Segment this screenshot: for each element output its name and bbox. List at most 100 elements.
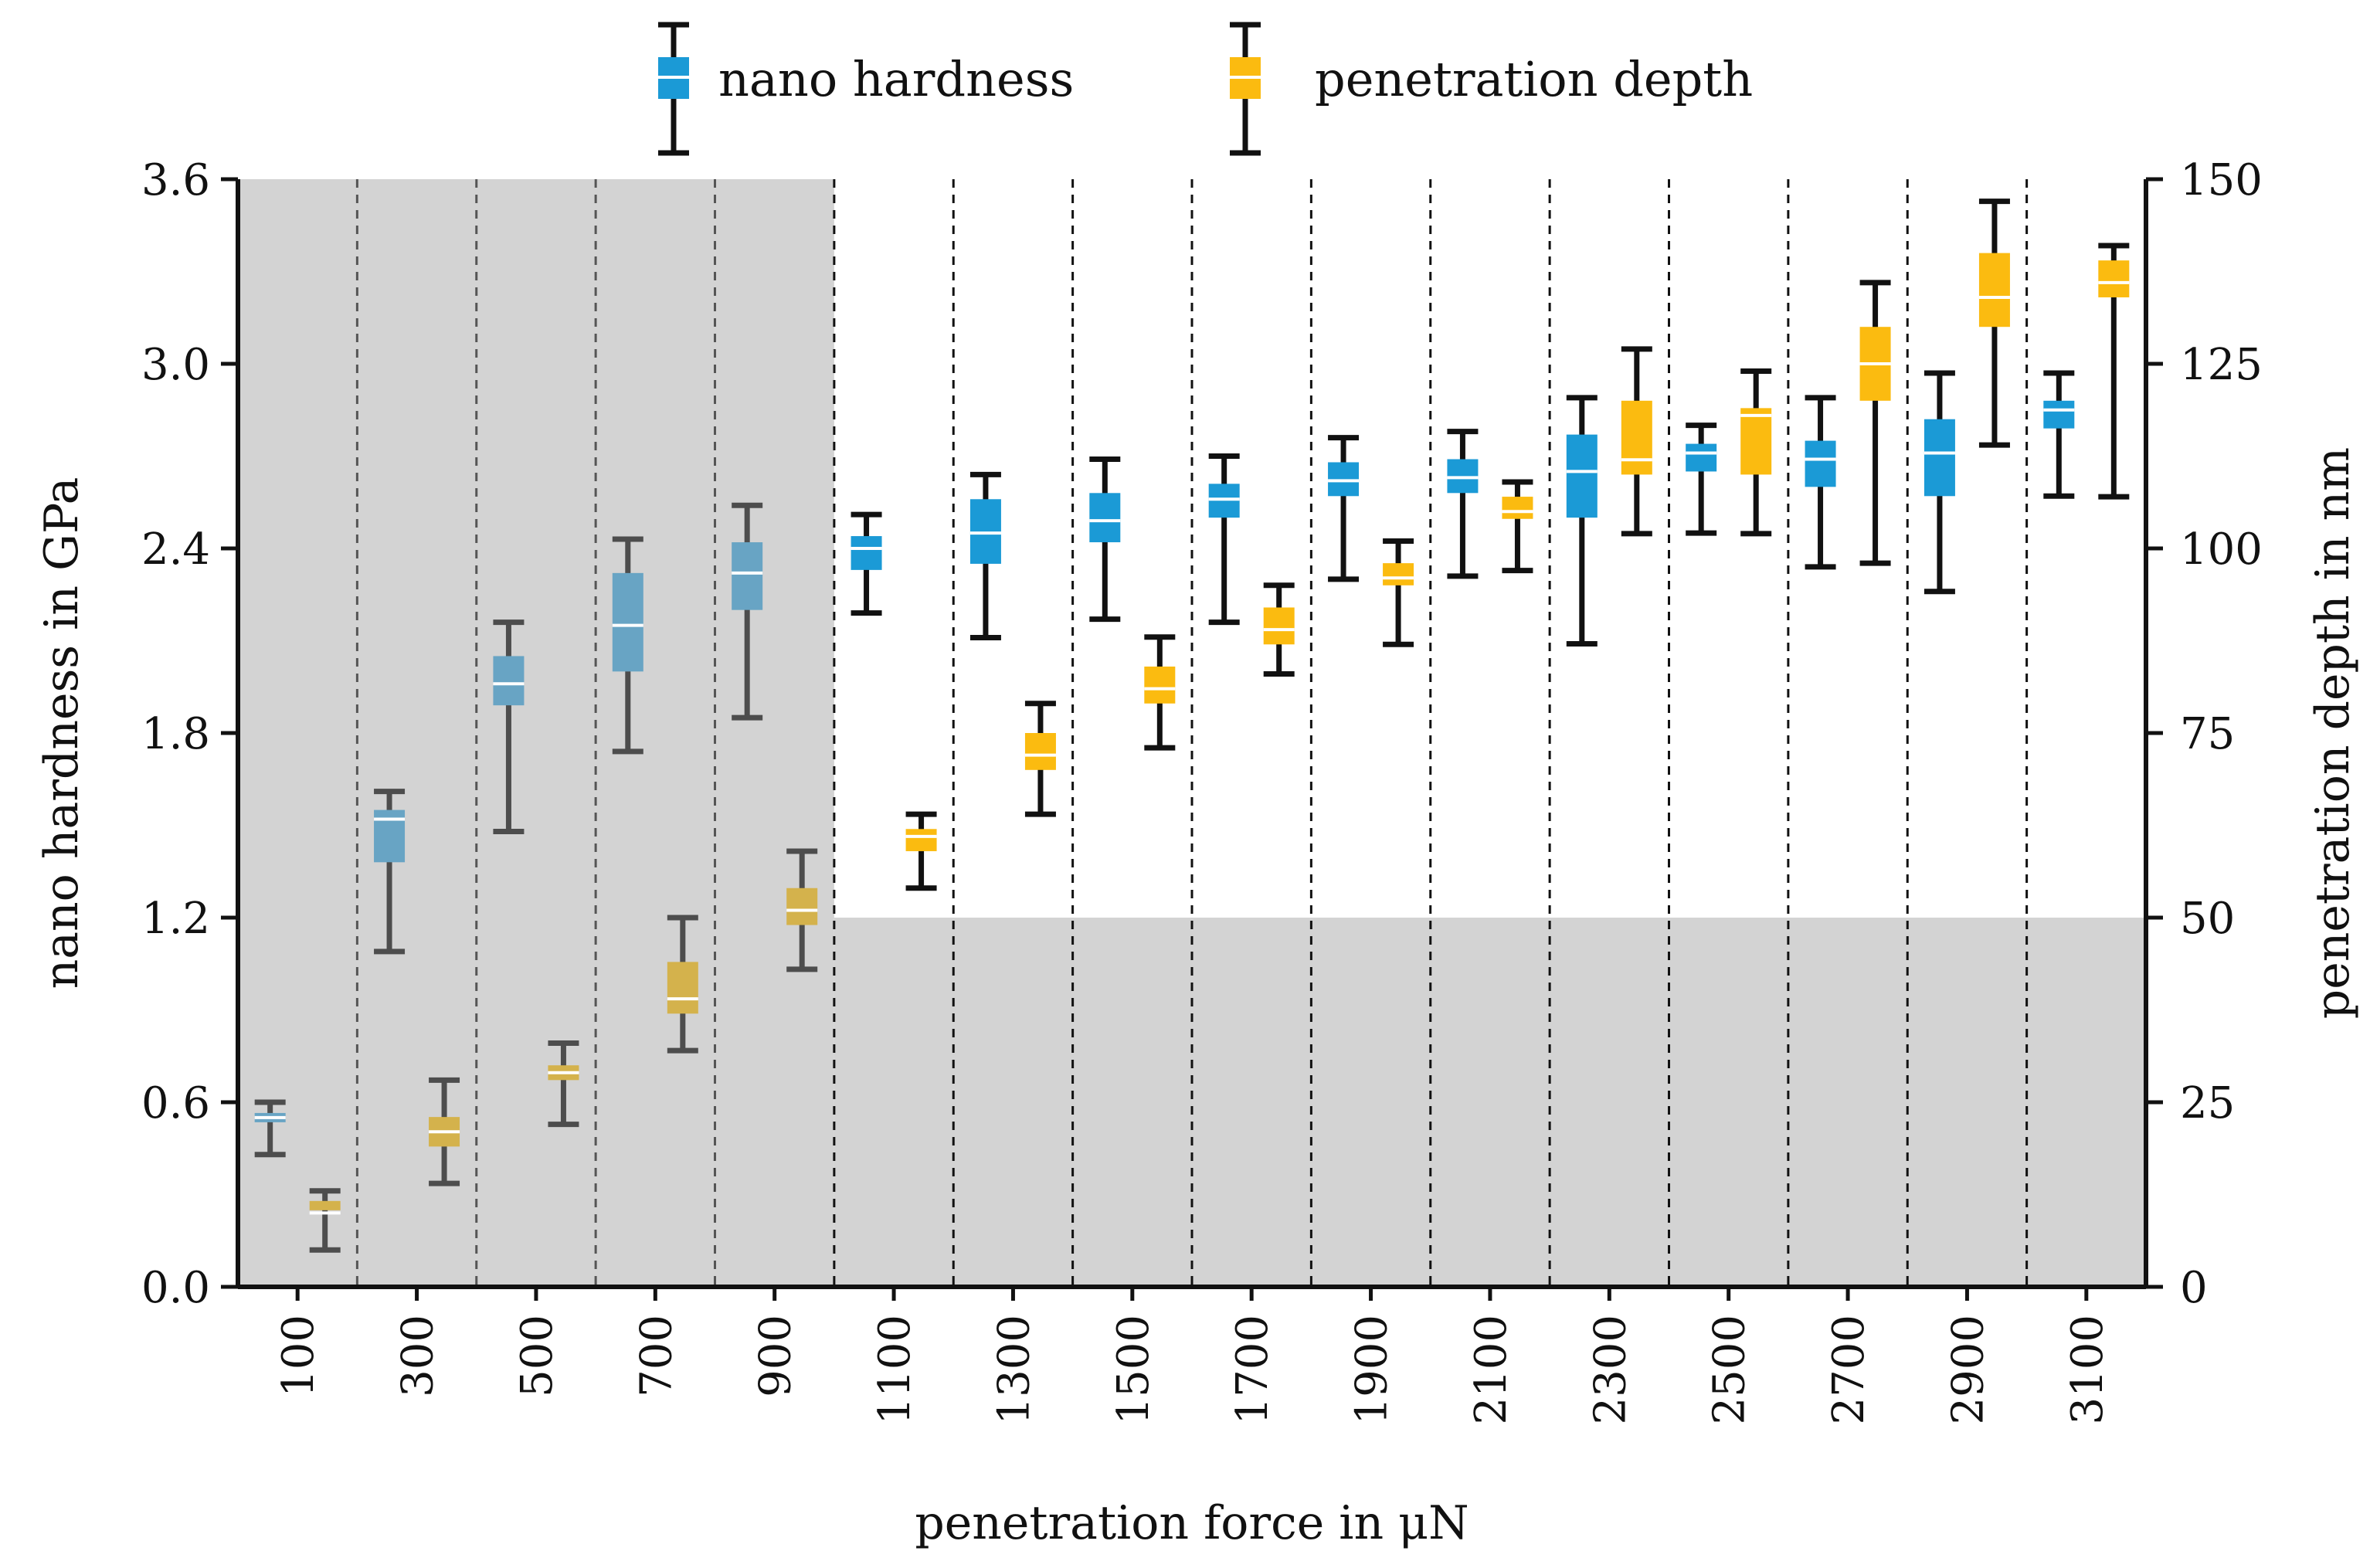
hardness-box-900 — [732, 502, 763, 721]
left-axis-title: nano hardness in GPa — [35, 477, 89, 989]
iqr-box — [1978, 253, 2010, 328]
x-tick-label: 1100 — [870, 1315, 920, 1425]
left-tick-label: 1.8 — [141, 709, 210, 759]
hardness-box-1500 — [1089, 456, 1121, 623]
x-tick-label: 2100 — [1466, 1315, 1516, 1425]
left-tick-label: 1.2 — [141, 894, 210, 944]
depth-series — [309, 199, 2130, 1253]
x-tick-label: 1700 — [1227, 1315, 1278, 1425]
depth-box-2100 — [1502, 479, 1533, 574]
iqr-box — [1383, 563, 1414, 585]
x-tick-label: 1300 — [989, 1315, 1039, 1425]
x-tick-label: 2500 — [1705, 1315, 1755, 1425]
x-tick-label: 300 — [393, 1315, 443, 1397]
legend: nano hardness penetration depth — [658, 22, 1753, 156]
x-tick-label: 3100 — [2063, 1315, 2113, 1425]
x-tick-label: 1500 — [1109, 1315, 1159, 1425]
depth-box-3100 — [2098, 243, 2130, 500]
iqr-box — [851, 536, 882, 570]
hardness-box-100 — [254, 1099, 286, 1158]
hardness-box-500 — [493, 619, 525, 834]
axes: 0.0 0.6 1.2 1.8 2.4 3.0 3.6 0 25 50 75 100 125 150 100… — [35, 155, 2360, 1550]
iqr-box — [1566, 434, 1598, 518]
iqr-box — [1805, 440, 1836, 487]
iqr-box — [1144, 666, 1176, 704]
right-tick-label: 100 — [2180, 524, 2263, 575]
legend-hardness-label: nano hardness — [718, 51, 1074, 107]
left-tick-label: 3.6 — [141, 155, 210, 205]
iqr-box — [309, 1200, 341, 1210]
depth-box-900 — [786, 848, 818, 972]
right-tick-label: 125 — [2180, 340, 2263, 390]
legend-hardness-marker — [658, 22, 689, 156]
iqr-box — [1024, 733, 1056, 770]
hardness-box-300 — [374, 789, 406, 955]
depth-box-1100 — [905, 811, 937, 891]
depth-box-2900 — [1978, 199, 2010, 448]
iqr-box — [2098, 260, 2130, 297]
hardness-box-1700 — [1208, 453, 1240, 626]
hardness-box-2900 — [1924, 370, 1955, 595]
depth-box-1700 — [1263, 582, 1295, 677]
left-tick-label: 2.4 — [141, 524, 210, 575]
right-tick-label: 50 — [2180, 894, 2235, 944]
right-axis-title: penetration depth in nm — [2306, 447, 2360, 1019]
right-tick-label: 0 — [2180, 1263, 2208, 1313]
iqr-box — [1924, 419, 1955, 497]
right-tick-label: 75 — [2180, 709, 2235, 759]
x-tick-label: 2300 — [1585, 1315, 1635, 1425]
right-tick-label: 25 — [2180, 1078, 2235, 1128]
hardness-box-1900 — [1328, 435, 1360, 582]
x-tick-label: 2700 — [1824, 1315, 1874, 1425]
x-tick-label: 700 — [631, 1315, 681, 1397]
depth-box-300 — [429, 1077, 460, 1186]
iqr-box — [1089, 493, 1121, 543]
hardness-box-2700 — [1805, 395, 1836, 570]
depth-box-700 — [667, 915, 698, 1054]
hardness-series — [254, 370, 2075, 1158]
hardness-box-700 — [612, 536, 643, 755]
x-axis-title: penetration force in μN — [915, 1496, 1469, 1550]
iqr-box — [1502, 497, 1533, 519]
depth-box-1900 — [1383, 538, 1414, 647]
hardness-box-1100 — [851, 511, 882, 616]
depth-box-2700 — [1859, 280, 1891, 566]
depth-box-2300 — [1621, 346, 1652, 537]
depth-box-2500 — [1740, 368, 1772, 537]
x-tick-label: 1900 — [1347, 1315, 1397, 1425]
iqr-box — [1740, 408, 1772, 475]
right-tick-label: 150 — [2180, 155, 2263, 205]
box-series — [254, 199, 2130, 1253]
hardness-box-1300 — [969, 471, 1001, 641]
iqr-box — [612, 572, 643, 672]
iqr-box — [493, 656, 525, 706]
iqr-box — [1621, 400, 1652, 475]
depth-box-1300 — [1024, 701, 1056, 817]
depth-box-100 — [309, 1188, 341, 1253]
legend-depth-label: penetration depth — [1315, 51, 1753, 107]
hardness-box-2300 — [1566, 395, 1598, 647]
left-tick-label: 3.0 — [141, 340, 210, 390]
shaded-region-0 — [238, 179, 834, 1287]
depth-box-1500 — [1144, 634, 1176, 751]
iqr-box — [786, 888, 818, 925]
hardness-box-2500 — [1686, 423, 1717, 536]
left-tick-label: 0.6 — [141, 1078, 210, 1128]
shaded-region-1 — [834, 918, 2146, 1287]
iqr-box — [667, 962, 698, 1014]
shaded-regions — [238, 179, 2146, 1287]
left-tick-label: 0.0 — [141, 1263, 210, 1313]
iqr-box — [2043, 400, 2075, 429]
iqr-box — [1686, 443, 1717, 472]
iqr-box — [732, 542, 763, 610]
hardness-box-3100 — [2043, 370, 2075, 499]
x-tick-label: 500 — [512, 1315, 562, 1397]
x-tick-label: 100 — [273, 1315, 324, 1397]
iqr-box — [1263, 607, 1295, 645]
legend-depth-marker — [1230, 22, 1261, 156]
x-tick-label: 2900 — [1943, 1315, 1993, 1425]
depth-box-500 — [548, 1040, 579, 1128]
x-tick-label: 900 — [751, 1315, 801, 1397]
